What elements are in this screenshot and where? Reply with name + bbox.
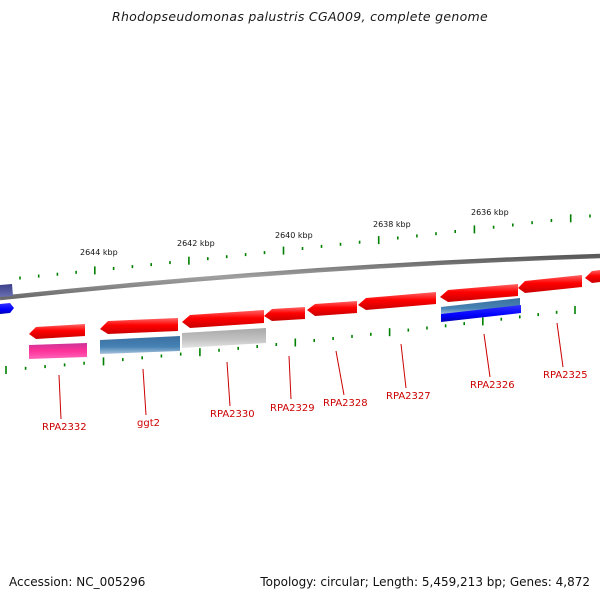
gene-feature-navy[interactable] xyxy=(0,284,13,297)
gene-feature-magenta[interactable] xyxy=(29,343,87,359)
gene-label-rpa2327[interactable]: RPA2327 xyxy=(386,391,431,402)
gene-label-rpa2325[interactable]: RPA2325 xyxy=(543,370,588,381)
leader-line xyxy=(142,368,147,416)
genome-title: Rhodopseudomonas palustris CGA009, compl… xyxy=(111,9,489,24)
inner-tick-track xyxy=(5,306,576,374)
gene-label-ggt2[interactable]: ggt2 xyxy=(137,418,160,429)
genome-backbone xyxy=(0,253,600,301)
gene-labels: RPA2332 ggt2 RPA2330 RPA2329 RPA2328 RPA… xyxy=(42,370,588,433)
gene-feature-blue[interactable] xyxy=(0,303,14,314)
gene-feature-rpa2329[interactable] xyxy=(264,307,305,321)
leader-line xyxy=(483,333,491,378)
gene-feature-rpa2332[interactable] xyxy=(29,324,85,339)
gene-feature-grey[interactable] xyxy=(182,328,266,348)
gene-label-rpa2332[interactable]: RPA2332 xyxy=(42,422,87,433)
kbp-label: 2644 kbp xyxy=(80,248,118,257)
kbp-label: 2636 kbp xyxy=(471,208,509,217)
leader-line xyxy=(226,361,231,407)
accession-text: Accession: NC_005296 xyxy=(9,575,146,589)
gene-feature-partial-right[interactable] xyxy=(585,270,600,283)
leader-line xyxy=(335,350,345,396)
gene-label-rpa2329[interactable]: RPA2329 xyxy=(270,403,315,414)
gene-label-rpa2326[interactable]: RPA2326 xyxy=(470,380,515,391)
label-leaders xyxy=(58,322,564,420)
gene-feature-steelblue[interactable] xyxy=(100,336,180,354)
gene-feature-steelblue-2[interactable] xyxy=(441,298,520,315)
leader-line xyxy=(556,322,564,368)
kbp-label: 2640 kbp xyxy=(275,231,313,240)
outer-tick-track xyxy=(19,214,591,280)
leader-line xyxy=(58,374,62,420)
gene-feature-rpa2325[interactable] xyxy=(518,275,582,293)
kbp-ruler: 2644 kbp 2642 kbp 2640 kbp 2638 kbp 2636… xyxy=(80,208,509,257)
gene-feature-blue-2[interactable] xyxy=(441,305,521,322)
kbp-label: 2638 kbp xyxy=(373,220,411,229)
leader-line xyxy=(288,355,292,400)
gene-feature-rpa2328[interactable] xyxy=(307,301,357,316)
gene-features xyxy=(0,270,600,359)
kbp-label: 2642 kbp xyxy=(177,239,215,248)
gene-feature-rpa2330[interactable] xyxy=(182,310,264,328)
gene-feature-ggt2[interactable] xyxy=(100,318,178,334)
gene-feature-rpa2326[interactable] xyxy=(440,284,518,302)
gene-feature-rpa2327[interactable] xyxy=(358,292,436,310)
leader-line xyxy=(400,343,407,389)
genome-summary-text: Topology: circular; Length: 5,459,213 bp… xyxy=(260,575,590,589)
gene-label-rpa2328[interactable]: RPA2328 xyxy=(323,398,368,409)
gene-label-rpa2330[interactable]: RPA2330 xyxy=(210,409,255,420)
